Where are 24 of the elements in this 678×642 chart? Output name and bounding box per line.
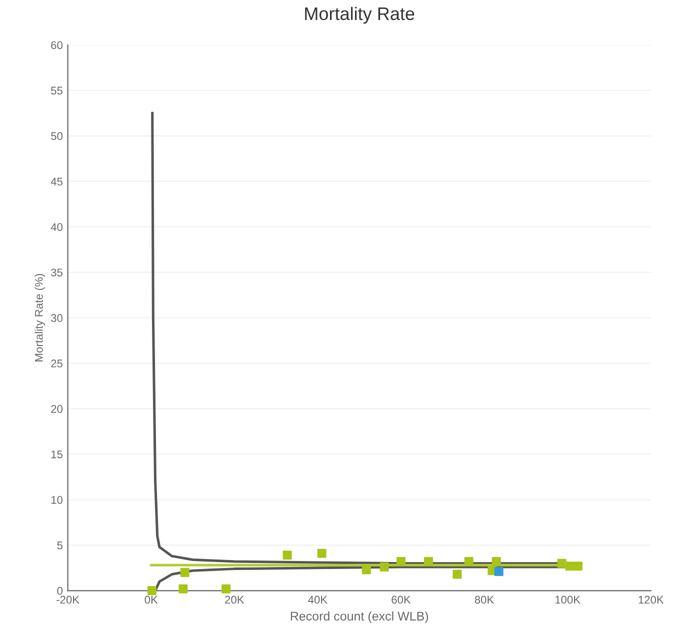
- y-tick-label: 15: [51, 450, 62, 458]
- y-tick-label: 10: [51, 496, 63, 504]
- x-tick-label: 60K: [392, 596, 411, 604]
- x-tick-label: 120K: [638, 596, 664, 604]
- y-tick-label: 20: [51, 405, 63, 413]
- y-tick-label: 60: [51, 41, 63, 50]
- y-tick-label: 30: [51, 314, 63, 322]
- chart-title: Mortality Rate: [305, 6, 414, 24]
- x-tick-label: 20K: [225, 596, 244, 604]
- y-tick-label: 25: [51, 360, 62, 368]
- y-tick-label: 45: [50, 178, 62, 186]
- x-tick-label: -20K: [56, 596, 80, 604]
- y-tick-label: 5: [57, 542, 62, 550]
- y-tick-label: 55: [51, 86, 62, 95]
- x-tick-label: 0K: [144, 596, 158, 604]
- x-tick-label: 80K: [474, 596, 494, 604]
- y-axis-title: Mortality Rate (%): [34, 274, 46, 362]
- x-tick-label: 100K: [555, 596, 580, 604]
- x-axis-title: Record count (excl WLB): [290, 611, 428, 624]
- y-tick-label: 35: [51, 268, 62, 276]
- y-tick-label: 0: [57, 586, 63, 595]
- y-tick-label: 50: [51, 132, 63, 140]
- y-tick-label: 40: [50, 223, 63, 231]
- x-tick-label: 40K: [308, 596, 328, 604]
